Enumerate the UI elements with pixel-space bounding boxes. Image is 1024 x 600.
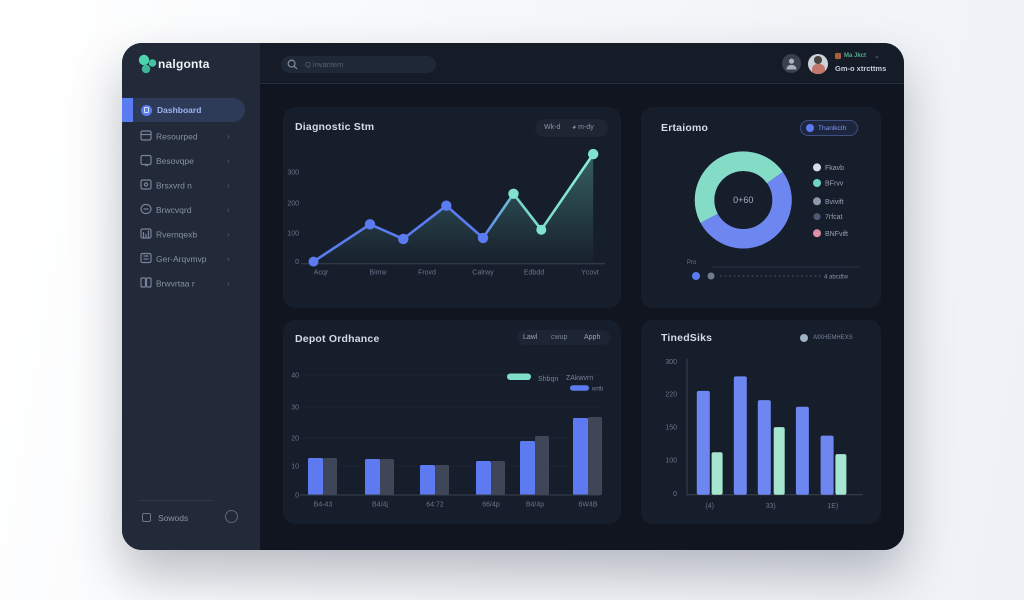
svg-text:Acqr: Acqr [314, 270, 329, 277]
svg-text:BFrvv: BFrvv [825, 181, 844, 188]
svg-text:30: 30 [291, 405, 299, 412]
svg-text:10: 10 [291, 464, 299, 471]
svg-text:150: 150 [665, 425, 677, 432]
svg-text:›: › [227, 206, 230, 215]
svg-text:Besovqpe: Besovqpe [156, 156, 194, 166]
svg-text:4 abcdtw: 4 abcdtw [824, 275, 849, 281]
svg-text:ZAkwvrn: ZAkwvrn [566, 375, 593, 382]
svg-text:›: › [227, 255, 230, 264]
svg-text:40: 40 [291, 373, 299, 380]
svg-text:›: › [227, 157, 230, 166]
svg-text:64:72: 64:72 [426, 502, 444, 509]
svg-text:100: 100 [665, 458, 677, 465]
svg-text:›: › [227, 181, 230, 190]
svg-text:6W4B: 6W4B [578, 502, 597, 509]
svg-text:66/4p: 66/4p [482, 502, 500, 509]
svg-text:BNFvift: BNFvift [825, 231, 848, 238]
svg-text:20: 20 [291, 436, 299, 443]
svg-text:1E): 1E) [827, 503, 838, 510]
svg-text:Bimw: Bimw [369, 270, 387, 277]
svg-text:›: › [227, 279, 230, 288]
svg-text:0+60: 0+60 [733, 195, 753, 205]
svg-text:Calrwy: Calrwy [472, 270, 494, 277]
svg-text:Bvivift: Bvivift [825, 199, 844, 206]
svg-text:Brwcvqrd: Brwcvqrd [156, 205, 192, 215]
svg-text:0: 0 [673, 491, 677, 498]
svg-text:0: 0 [295, 259, 299, 266]
svg-text:(4): (4) [705, 503, 714, 510]
svg-text:0: 0 [295, 493, 299, 500]
svg-text:B4/4j: B4/4j [372, 502, 388, 509]
svg-text:Resourped: Resourped [156, 132, 198, 142]
svg-text:200: 200 [287, 201, 299, 208]
svg-text:300: 300 [287, 170, 299, 177]
svg-text:33): 33) [766, 503, 776, 510]
svg-text:220: 220 [665, 392, 677, 399]
svg-text:300: 300 [665, 359, 677, 366]
svg-text:7rfcat: 7rfcat [825, 214, 843, 221]
svg-text:Rvernqexb: Rvernqexb [156, 230, 197, 240]
svg-text:›: › [227, 132, 230, 141]
svg-text:Shbqn: Shbqn [538, 376, 558, 383]
svg-text:Ycovt: Ycovt [581, 270, 599, 277]
svg-text:100: 100 [287, 231, 299, 238]
svg-text:›: › [227, 230, 230, 239]
svg-text:Pro: Pro [687, 260, 697, 266]
svg-text:Brsxvrd n: Brsxvrd n [156, 181, 192, 191]
svg-text:B4/4p: B4/4p [526, 502, 544, 509]
svg-text:Frovd: Frovd [418, 270, 436, 277]
svg-text:Ger-Arqvmvp: Ger-Arqvmvp [156, 254, 207, 264]
svg-text:wrtb: wrtb [591, 387, 604, 393]
svg-text:Edbdd: Edbdd [524, 270, 544, 277]
svg-text:B4-43: B4-43 [314, 502, 333, 509]
svg-text:Brwvrtaa r: Brwvrtaa r [156, 279, 195, 289]
svg-text:Fkavb: Fkavb [825, 165, 844, 172]
